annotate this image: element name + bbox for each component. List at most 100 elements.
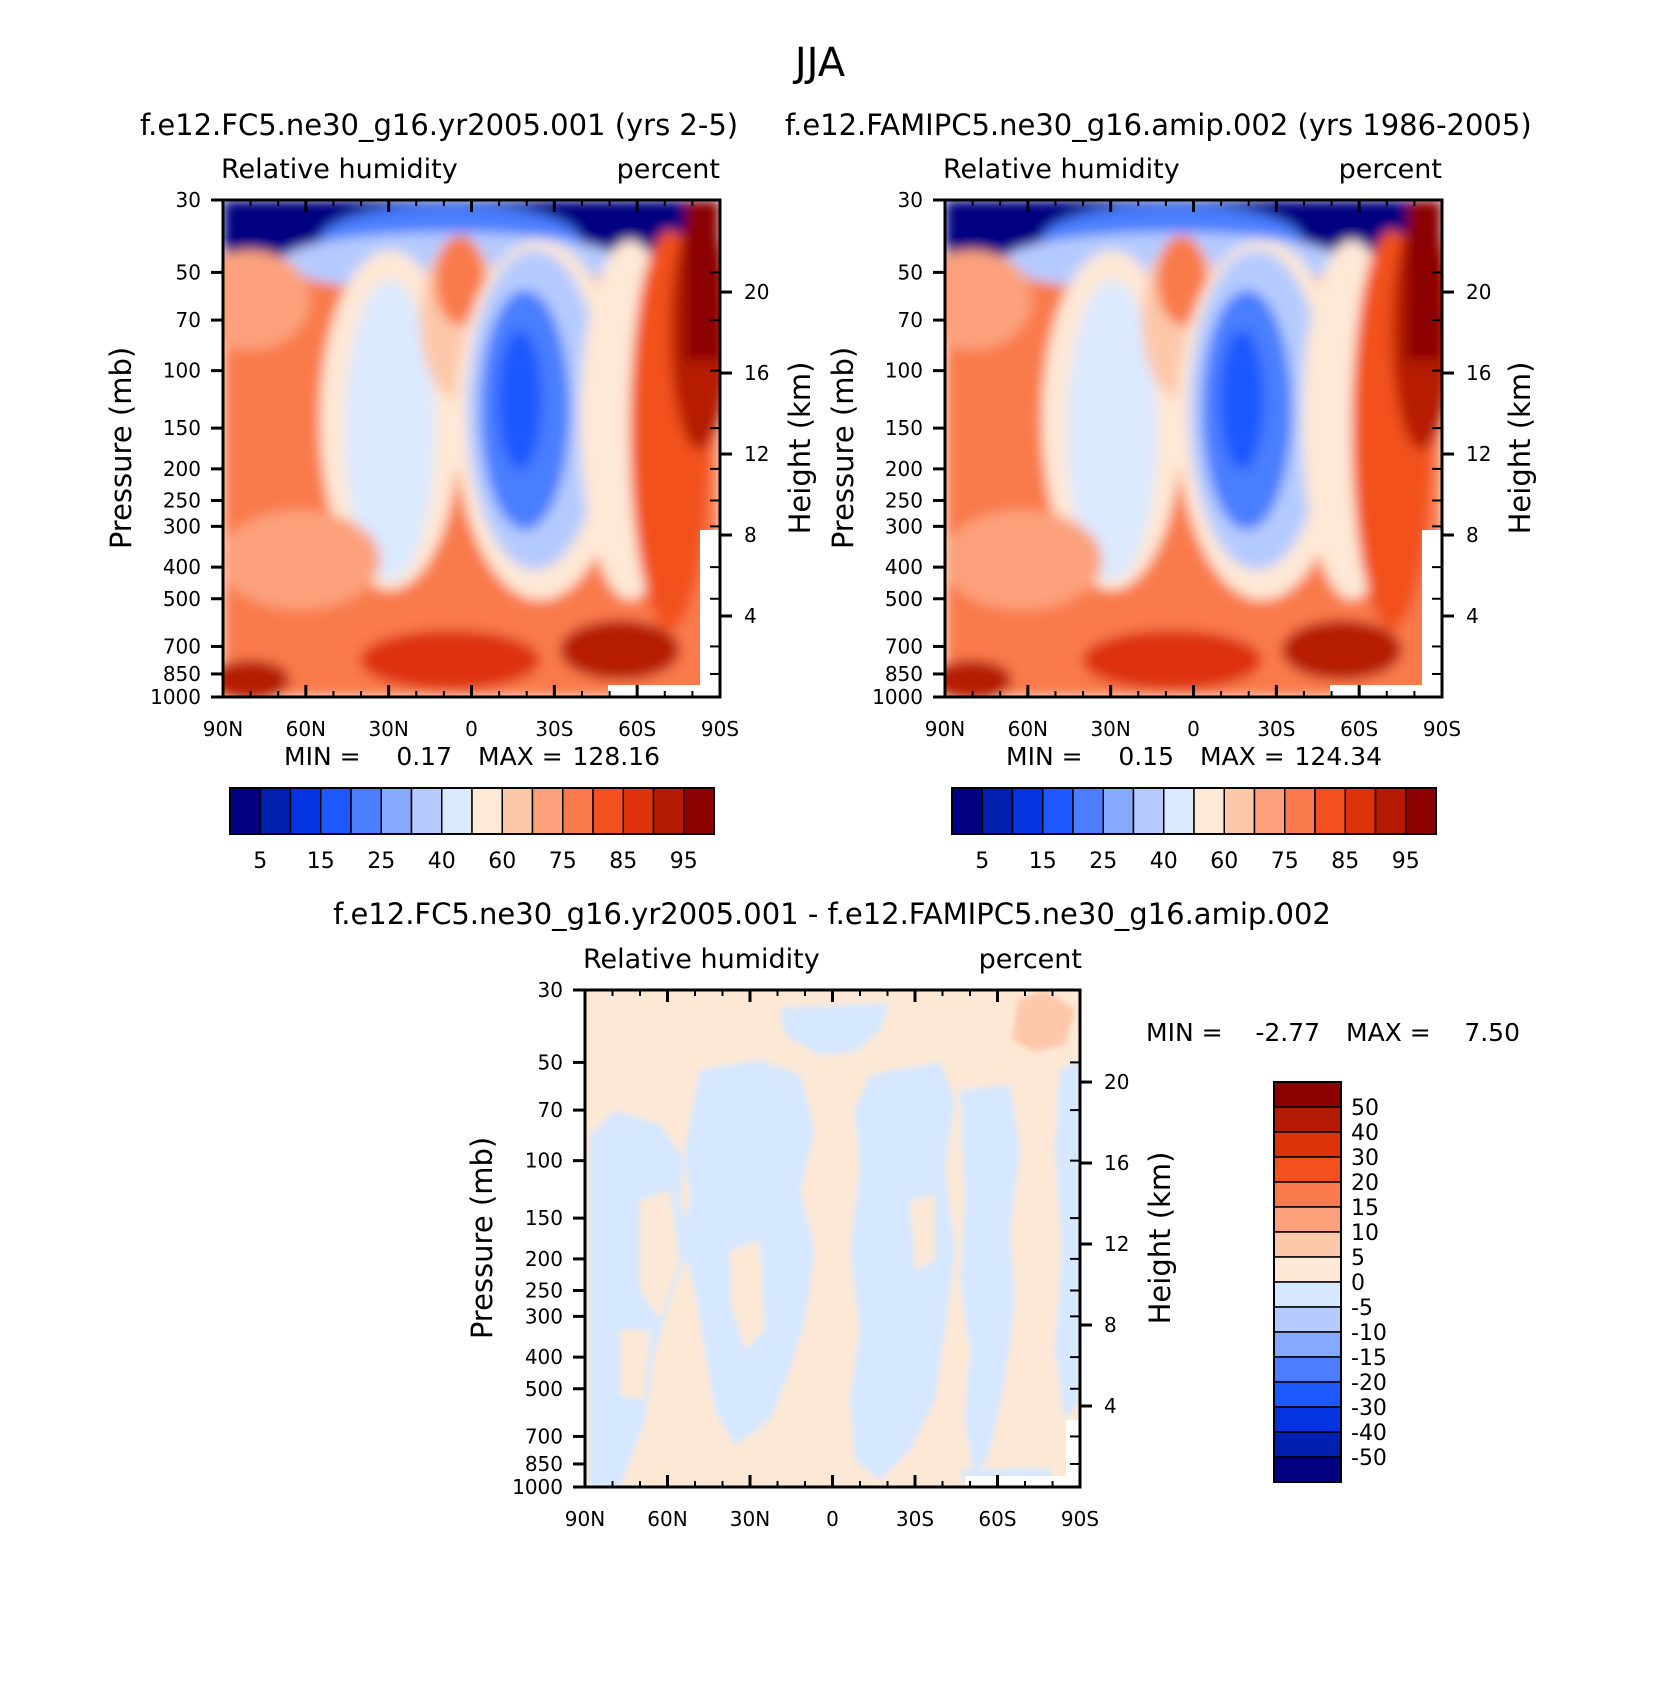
- colorbar-box: [1273, 1081, 1342, 1108]
- y-tick-label: 700: [163, 634, 201, 658]
- y2-tick-label: 4: [744, 604, 757, 628]
- y-tick-label: 30: [176, 188, 201, 212]
- panel-1-max-value: 128.16: [573, 742, 660, 771]
- x-tick-label: 60S: [618, 717, 656, 741]
- colorbar-box: [1273, 1156, 1342, 1183]
- colorbar-label: 25: [367, 849, 395, 874]
- colorbar-label: -10: [1351, 1321, 1387, 1346]
- panel-2-field-label: Relative humidity: [943, 154, 1180, 185]
- y-tick-label: 100: [163, 359, 201, 383]
- colorbar-box: [531, 787, 564, 835]
- colorbar-box: [1273, 1231, 1342, 1258]
- colorbar-box: [1273, 1131, 1342, 1158]
- colorbar-label: -30: [1351, 1396, 1387, 1421]
- colorbar-box: [1314, 787, 1346, 835]
- panel-3-y-axis-label: Pressure (mb): [465, 1137, 499, 1339]
- panel-1-title: f.e12.FC5.ne30_g16.yr2005.001 (yrs 2-5): [140, 108, 738, 142]
- y-tick-label: 1000: [150, 685, 201, 709]
- y2-tick-label: 12: [1466, 442, 1491, 466]
- panel-1-colorbar: 5 15 25 40 60 75 85 95: [229, 787, 715, 874]
- colorbar-label: -50: [1351, 1446, 1387, 1471]
- figure-title: JJA: [792, 40, 846, 86]
- colorbar-box: [1273, 1306, 1342, 1333]
- x-tick-label: 30N: [730, 1507, 770, 1531]
- y2-tick-label: 16: [1104, 1151, 1129, 1175]
- y-tick-label: 150: [163, 416, 201, 440]
- panel-3-units-label: percent: [979, 944, 1082, 975]
- y-tick-label: 500: [885, 587, 923, 611]
- colorbar-label: 75: [549, 849, 577, 874]
- x-tick-label: 30N: [368, 717, 408, 741]
- y-tick-label: 200: [525, 1247, 563, 1271]
- y2-tick-label: 16: [744, 361, 769, 385]
- panel-2-max-label: MAX =: [1200, 742, 1285, 771]
- panel-1-field-label: Relative humidity: [221, 154, 458, 185]
- colorbar-box: [683, 787, 715, 835]
- x-tick-label: 30S: [535, 717, 573, 741]
- colorbar-frame: [951, 787, 1437, 835]
- colorbar-label: -5: [1351, 1296, 1373, 1321]
- colorbar-box: [1132, 787, 1165, 835]
- y2-tick-label: 12: [1104, 1232, 1129, 1256]
- panel-3-max-value: 7.50: [1464, 1018, 1520, 1047]
- colorbar-box: [951, 787, 983, 835]
- colorbar-box: [501, 787, 534, 835]
- y-tick-label: 1000: [872, 685, 923, 709]
- panel-1-y2-axis-label: Height (km): [783, 362, 817, 535]
- panel-2-max-value: 124.34: [1295, 742, 1382, 771]
- colorbar-box: [652, 787, 685, 835]
- y-tick-label: 30: [538, 978, 563, 1002]
- y-tick-label: 400: [163, 555, 201, 579]
- colorbar-label: 5: [975, 849, 989, 874]
- colorbar-label: 10: [1351, 1221, 1379, 1246]
- y-tick-label: 400: [885, 555, 923, 579]
- y2-tick-label: 20: [744, 280, 769, 304]
- y-tick-label: 200: [163, 457, 201, 481]
- colorbar-box: [1273, 1181, 1342, 1208]
- panel-1-min-label: MIN =: [284, 742, 361, 771]
- y2-tick-label: 8: [1466, 523, 1479, 547]
- panel-3-axes: 90N 60N 30N 0 30S 60S 90S 30 50 70 100 150 200 250300…: [512, 978, 1129, 1531]
- colorbar-box: [1273, 1456, 1342, 1483]
- colorbar-box: [1273, 1406, 1342, 1433]
- panel-2-title: f.e12.FAMIPC5.ne30_g16.amip.002 (yrs 198…: [785, 108, 1532, 142]
- colorbar-label: 15: [307, 849, 335, 874]
- x-tick-label: 0: [826, 1507, 839, 1531]
- panel-3-title: f.e12.FC5.ne30_g16.yr2005.001 - f.e12.FA…: [333, 897, 1331, 931]
- colorbar-label: 75: [1271, 849, 1299, 874]
- colorbar-box: [1223, 787, 1256, 835]
- panel-2: f.e12.FAMIPC5.ne30_g16.amip.002 (yrs 198…: [785, 108, 1537, 874]
- colorbar-label: 85: [1331, 849, 1359, 874]
- colorbar-box: [259, 787, 292, 835]
- colorbar-box: [1273, 1331, 1342, 1358]
- colorbar-box: [350, 787, 382, 835]
- panel-2-min-value: 0.15: [1118, 742, 1174, 771]
- colorbar-box: [380, 787, 413, 835]
- colorbar-label: 5: [253, 849, 267, 874]
- colorbar-label: 20: [1351, 1171, 1379, 1196]
- y-tick-label: 100: [885, 359, 923, 383]
- colorbar-label: 0: [1351, 1271, 1365, 1296]
- colorbar-box: [1405, 787, 1437, 835]
- panel-1-axes: 90N 60N 30N 0 30S 60S 90S 30 50 70 100 150 200 250300…: [150, 188, 769, 741]
- panel-1-y-axis-label: Pressure (mb): [104, 347, 138, 549]
- colorbar-box: [1072, 787, 1104, 835]
- y-tick-label: 150: [885, 416, 923, 440]
- y-tick-label: 700: [525, 1424, 563, 1448]
- panel-2-colorbar: 5 15 25 40 60 75 85 95: [951, 787, 1437, 874]
- colorbar-box: [289, 787, 322, 835]
- colorbar-box: [320, 787, 352, 835]
- colorbar-box: [229, 787, 261, 835]
- colorbar-label: 60: [1210, 849, 1238, 874]
- y2-tick-label: 8: [744, 523, 757, 547]
- y2-tick-label: 12: [744, 442, 769, 466]
- colorbar-box: [1273, 1256, 1342, 1283]
- colorbar-label: -40: [1351, 1421, 1387, 1446]
- y2-tick-label: 8: [1104, 1313, 1117, 1337]
- colorbar-label: 25: [1089, 849, 1117, 874]
- colorbar-label: 5: [1351, 1246, 1365, 1271]
- y2-tick-label: 4: [1104, 1394, 1117, 1418]
- y-tick-label: 70: [176, 308, 201, 332]
- y-tick-label: 50: [176, 260, 201, 284]
